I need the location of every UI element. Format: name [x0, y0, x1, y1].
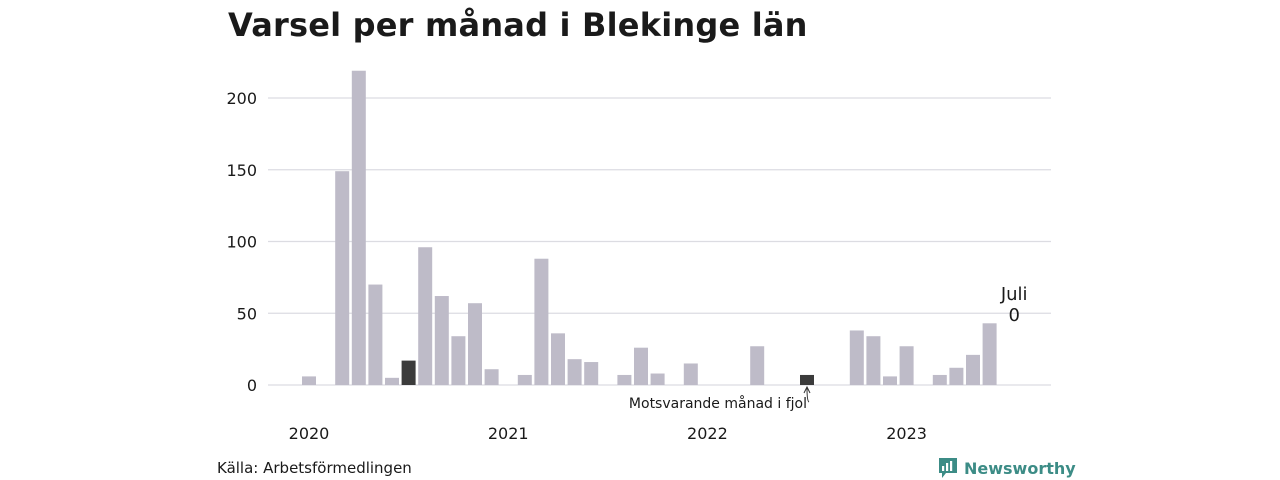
latest-month-label: Juli — [1000, 284, 1028, 305]
bar — [468, 303, 482, 385]
y-tick-label: 100 — [226, 233, 257, 252]
bar — [883, 376, 897, 385]
bar — [634, 347, 648, 385]
bar — [899, 346, 914, 385]
bar — [484, 369, 499, 385]
x-tick-label: 2020 — [289, 424, 330, 443]
bar — [849, 330, 864, 385]
bar — [966, 354, 980, 385]
bar — [650, 373, 665, 385]
x-tick-label: 2021 — [488, 424, 529, 443]
chart-title: Varsel per månad i Blekinge län — [228, 6, 808, 44]
bar — [932, 374, 947, 385]
bar — [434, 296, 449, 385]
bar-highlight — [401, 360, 416, 385]
bar — [567, 359, 582, 385]
bar — [385, 377, 399, 385]
bar — [302, 376, 316, 385]
y-tick-label: 0 — [247, 376, 257, 395]
newsworthy-logo-icon — [939, 458, 957, 478]
latest-value-label: 0 — [1008, 305, 1019, 326]
bar — [866, 336, 881, 385]
bar — [368, 284, 383, 385]
y-tick-label: 50 — [237, 304, 257, 323]
x-axis-year-labels: 2020 2021 2022 2023 — [289, 424, 927, 443]
bar — [534, 258, 549, 385]
x-tick-label: 2022 — [687, 424, 728, 443]
source-note: Källa: Arbetsförmedlingen — [217, 459, 412, 477]
bar — [982, 323, 997, 385]
y-tick-label: 150 — [226, 161, 257, 180]
bar — [551, 333, 565, 385]
bar-highlight — [800, 374, 814, 385]
bars — [302, 70, 997, 386]
bar — [949, 367, 964, 385]
bar — [584, 362, 599, 385]
annotation-arrowhead — [803, 385, 811, 394]
annotation-label: Motsvarande månad i fjol — [629, 395, 807, 412]
y-tick-label: 200 — [226, 89, 257, 108]
y-axis-ticks: 0 50 100 150 200 — [226, 89, 257, 395]
bar — [451, 336, 466, 385]
bar — [335, 171, 350, 385]
gridlines — [268, 97, 1051, 386]
bar — [750, 346, 765, 385]
bar — [617, 374, 632, 385]
bar — [351, 70, 366, 386]
brand: Newsworthy — [938, 457, 1076, 479]
bar — [683, 363, 698, 385]
annotation-arrow — [806, 387, 810, 403]
bar-chart: 0 50 100 150 200 2020 2021 2022 2023 Motsvarand… — [226, 70, 1051, 443]
x-tick-label: 2023 — [886, 424, 927, 443]
bar — [517, 374, 532, 385]
bar — [418, 247, 433, 385]
brand-name: Newsworthy — [964, 458, 1076, 478]
